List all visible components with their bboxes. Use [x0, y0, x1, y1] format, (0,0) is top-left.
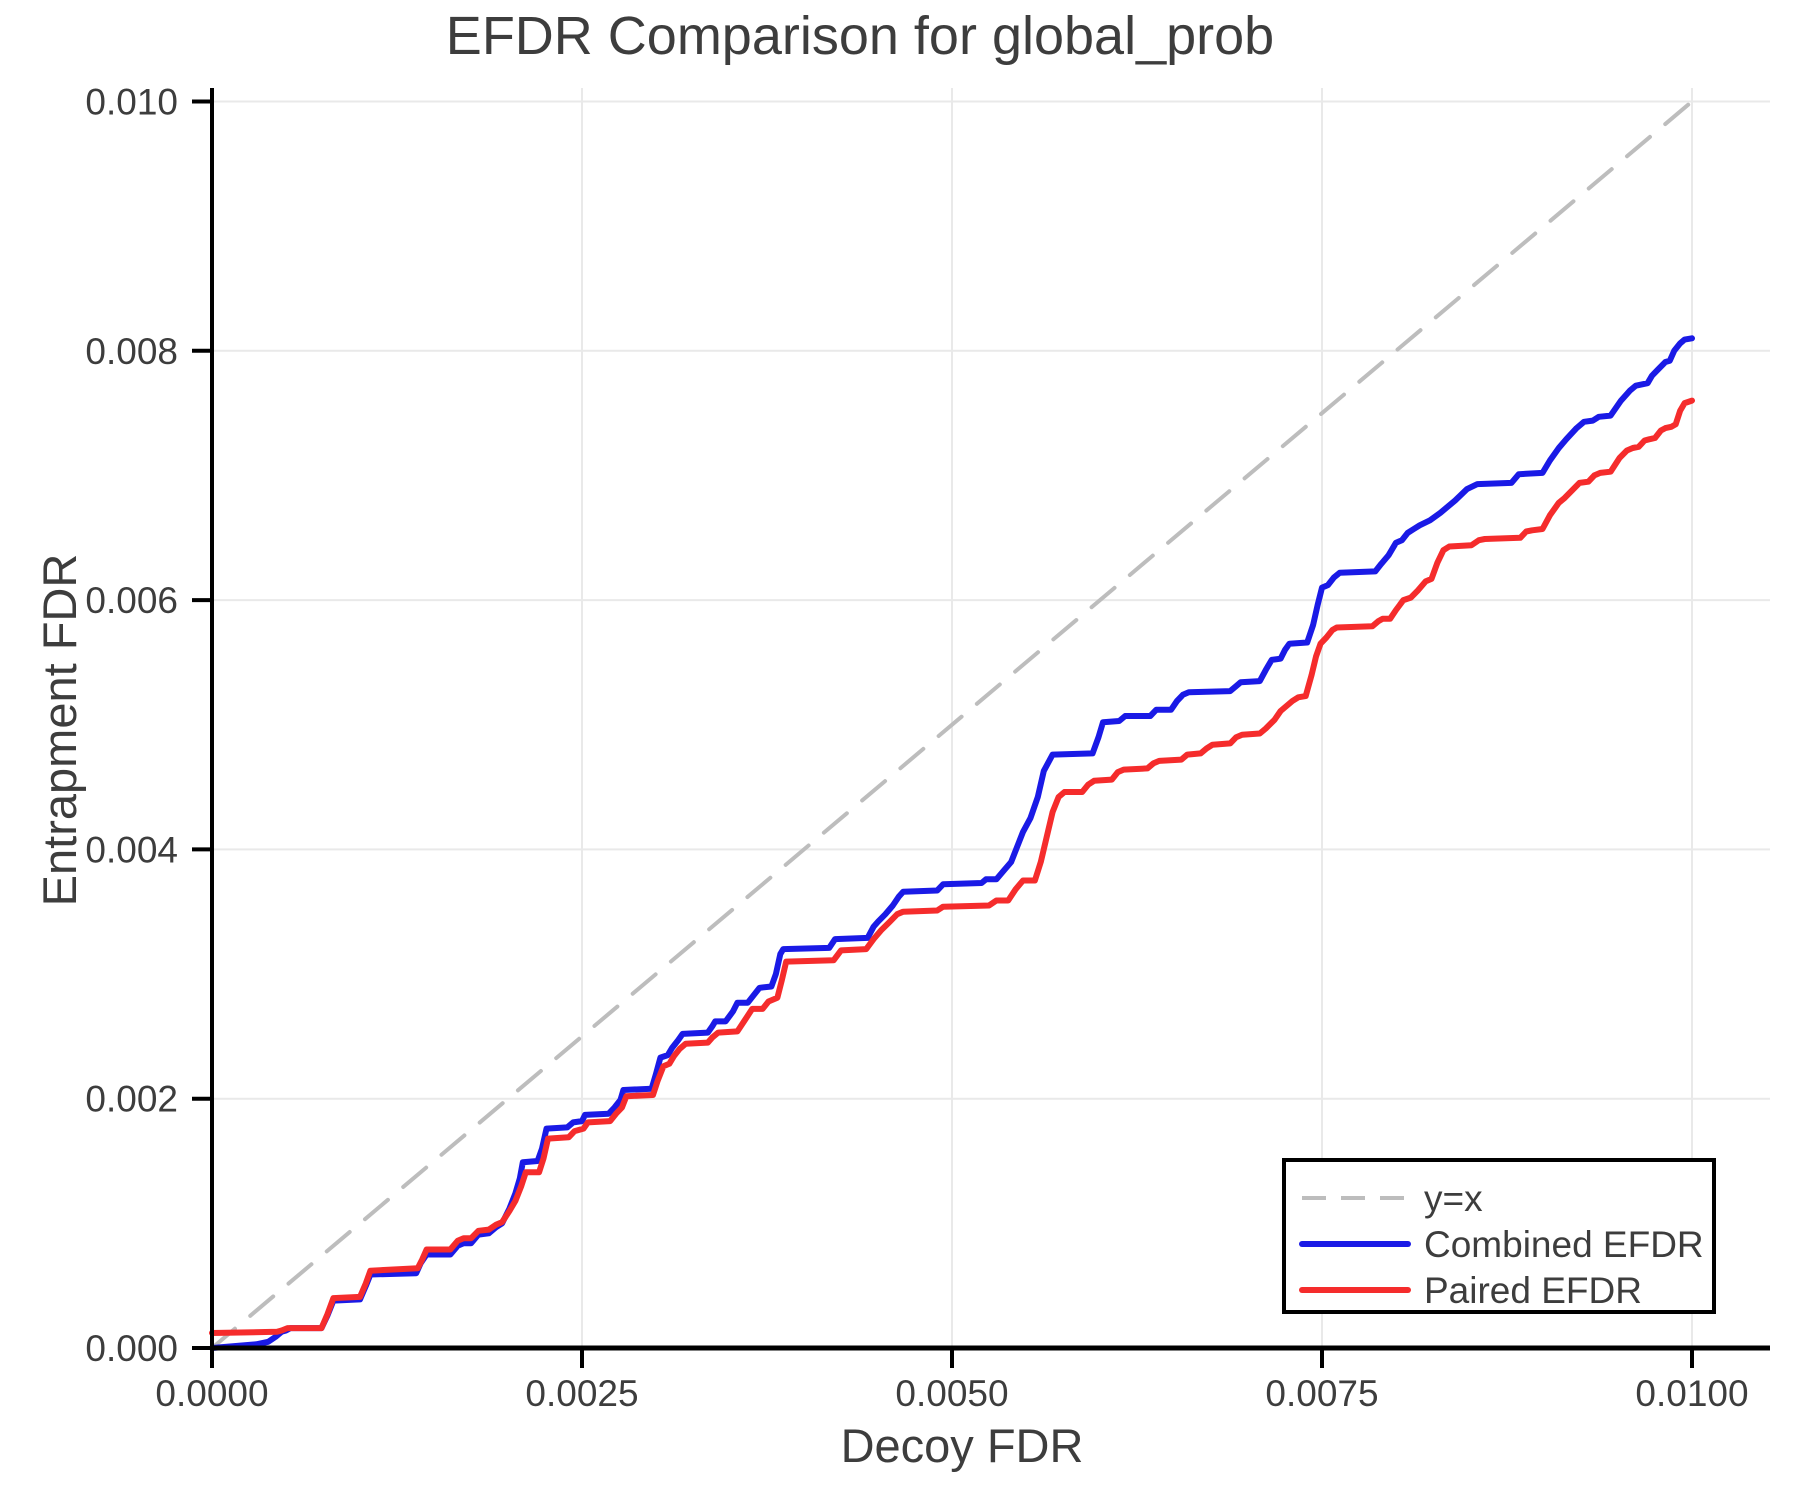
x-tick-label: 0.0075: [1265, 1373, 1378, 1414]
legend-box: [1282, 1158, 1716, 1314]
chart-title: EFDR Comparison for global_prob: [446, 6, 1274, 66]
y-tick-label: 0.008: [85, 331, 178, 372]
legend-label: Combined EFDR: [1424, 1224, 1704, 1265]
x-axis-label: Decoy FDR: [841, 1419, 1084, 1472]
y-tick-label: 0.004: [85, 829, 178, 870]
legend-label: Paired EFDR: [1424, 1270, 1642, 1311]
series-paired-efdr: [209, 397, 1695, 1336]
y-axis-label: Entrapment FDR: [33, 554, 86, 907]
x-tick-label: 0.0100: [1635, 1373, 1748, 1414]
y-tick-label: 0.010: [85, 81, 178, 122]
x-tick-label: 0.0000: [155, 1373, 268, 1414]
y-tick-label: 0.002: [85, 1079, 178, 1120]
x-tick-label: 0.0050: [895, 1373, 1008, 1414]
y-tick-label: 0.006: [85, 580, 178, 621]
y-tick-label: 0.000: [85, 1328, 178, 1369]
x-tick-label: 0.0025: [525, 1373, 638, 1414]
legend-label: y=x: [1424, 1178, 1483, 1219]
plot-area: 0.000 0.002 0.004 0.006 0.008 0.010 0.0000 0.00…: [85, 81, 1770, 1414]
legend: y=x Combined EFDR Paired EFDR: [1282, 1158, 1716, 1314]
series-y-x: [210, 99, 1694, 1350]
